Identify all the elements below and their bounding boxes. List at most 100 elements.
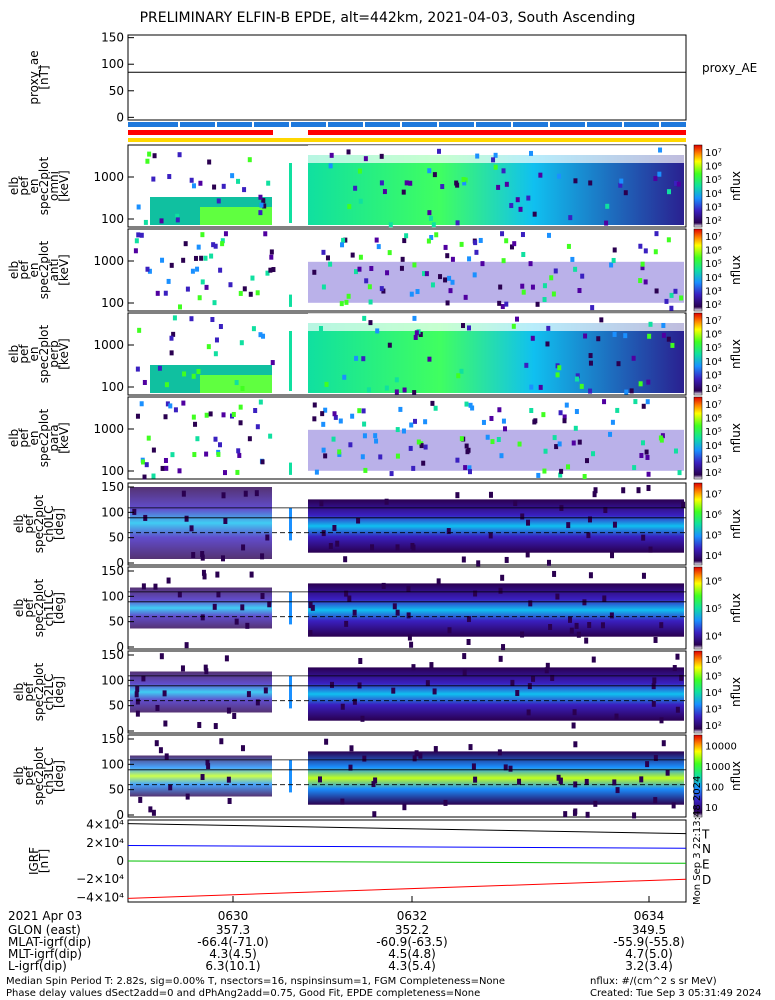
heat-cell-spec_en_3 [366,387,371,393]
heat-cell-spec_pa_2 [462,669,467,676]
heat-cell-spec_en_4 [374,438,379,444]
heat-cell-spec_pa_1 [436,578,441,585]
heat-cell-spec_pa_0 [189,525,194,532]
heat-cell-spec_en_2 [504,301,509,307]
heat-cell-spec_en_2 [200,279,205,285]
ylabel-spec_pa_3-2: spec2plot [32,746,46,805]
colorbar-tick-spec_pa_3-1: 100 [705,782,724,793]
heat-cell-spec_en_4 [255,424,260,430]
heat-cell-spec_en_4 [222,470,227,476]
panel-frame-proxy_ae [127,34,687,121]
heat-cell-spec_en_4 [331,436,336,442]
heat-cell-spec_pa_3 [362,755,367,762]
heat-main-spec_pa_0 [308,499,684,553]
heat-cell-spec_en_4 [645,399,650,405]
heat-cell-spec_pa_1 [501,644,506,651]
igrf-line-T [127,823,687,835]
heat-cell-spec_en_4 [192,452,197,458]
heat-cell-spec_en_2 [200,232,205,238]
ylabel-spec_pa_3-0: elb [12,767,26,785]
heat-cell-spec_en_4 [361,408,366,414]
ytick-spec_pa_1-3: 150 [101,564,124,578]
heat-cell-spec_en_1 [143,219,148,225]
heat-cell-spec_en_2 [501,258,506,264]
heat-cell-spec_en_4 [582,474,587,480]
heat-cell-spec_en_3 [530,335,535,341]
heat-cell-spec_en_2 [341,237,346,243]
colorbar-tick-spec_en_1-1: 10³ [705,203,722,214]
heat-cell-spec_pa_1 [555,593,560,600]
heat-cell-spec_en_2 [640,265,645,271]
heat-cell-spec_pa_2 [197,721,202,728]
heat-cell-spec_pa_1 [267,601,272,608]
heat-cell-spec_pa_3 [371,781,376,788]
heat-cell-spec_pa_3 [372,811,377,818]
heat-left-spec_pa_0 [130,487,272,559]
ylabel-spec_pa_1-0: elb [12,599,26,617]
heat-cell-spec_en_1 [175,217,180,223]
heat-cell-spec_en_2 [368,299,373,305]
panel-frame-spec_pa_1 [127,566,687,650]
heat-cell-spec_pa_2 [340,703,345,710]
heat-cell-spec_en_2 [250,275,255,281]
heat-cell-spec_en_2 [204,284,209,290]
ylabel-spec_en_1-1: pef [17,176,31,196]
heat-cell-spec_pa_2 [515,690,520,697]
heat-cell-spec_pa_3 [585,811,590,818]
heat-cell-spec_pa_3 [443,799,448,806]
ytick-spec_en_1-1: 1000 [93,170,124,184]
heat-cell-spec_en_3 [588,353,593,359]
heat-cell-spec_pa_1 [653,636,658,643]
heat-cell-spec_pa_3 [164,753,169,760]
heat-cell-spec_en_4 [467,465,472,471]
heat-cell-spec_pa_1 [600,622,605,629]
ytick-igrf-0: −4×10⁴ [76,890,124,904]
heat-cell-spec_en_1 [175,213,180,219]
heat-cell-spec_en_1 [515,197,520,203]
colorbar-tick-spec_en_3-3: 10⁵ [705,343,722,354]
heat-cell-spec_en_4 [455,457,460,463]
heat-cell-spec_en_1 [658,147,663,153]
heat-cell-spec_en_4 [213,436,218,442]
heat-cell-spec_pa_1 [407,634,412,641]
heat-cell-spec_en_4 [558,472,563,478]
heat-cell-spec_en_4 [433,405,438,411]
heat-cell-spec_en_4 [204,412,209,418]
heat-cell-spec_pa_1 [602,595,607,602]
heat-cell-spec_pa_2 [672,665,677,672]
heat-cell-spec_en_3 [191,373,196,379]
heat-cell-spec_pa_2 [526,709,531,716]
heat-cell-spec_pa_1 [584,637,589,644]
colorbar-spec_en_3 [693,312,703,396]
heat-cell-spec_en_2 [220,238,225,244]
xaxis-row-value-0-1: 352.2 [394,923,430,937]
heat-cell-spec_en_2 [673,288,678,294]
heat-cell-spec_en_3 [646,379,651,385]
ytick-spec_pa_3-3: 150 [101,732,124,746]
heat-cell-spec_en_4 [395,427,400,433]
heat-cell-spec_en_1 [262,203,267,209]
heat-cell-spec_en_4 [151,447,156,453]
heat-cell-spec_en_2 [255,290,260,296]
heat-cell-spec_en_2 [321,284,326,290]
heat-cell-spec_pa_3 [653,754,658,761]
heat-cell-spec_pa_3 [348,764,353,771]
heat-cell-spec_pa_1 [201,569,206,576]
heat-cell-spec_en_1 [258,210,263,216]
heat-cell-spec_pa_1 [249,571,254,578]
heat-cell-spec_pa_0 [621,487,626,494]
status-bar-gap [178,122,180,127]
ytick-spec_en_3-0: 100 [101,380,124,394]
heat-cell-spec_en_2 [399,265,404,271]
heat-cell-spec_pa_2 [204,668,209,675]
heat-cell-spec_pa_0 [221,492,226,499]
heat-cell-spec_en_3 [210,317,215,323]
ylabel-spec_en_4-5: [keV] [57,422,71,453]
heat-stripe-spec_en_4 [289,462,292,475]
heat-cell-spec_en_2 [424,271,429,277]
xaxis-row-value-0-2: 349.5 [631,923,667,937]
heat-cell-spec_en_3 [394,389,399,395]
series-label-proxy-ae: proxy_AE [702,61,757,75]
heat-cell-spec_en_2 [344,299,349,305]
heat-cell-spec_en_4 [235,469,240,475]
